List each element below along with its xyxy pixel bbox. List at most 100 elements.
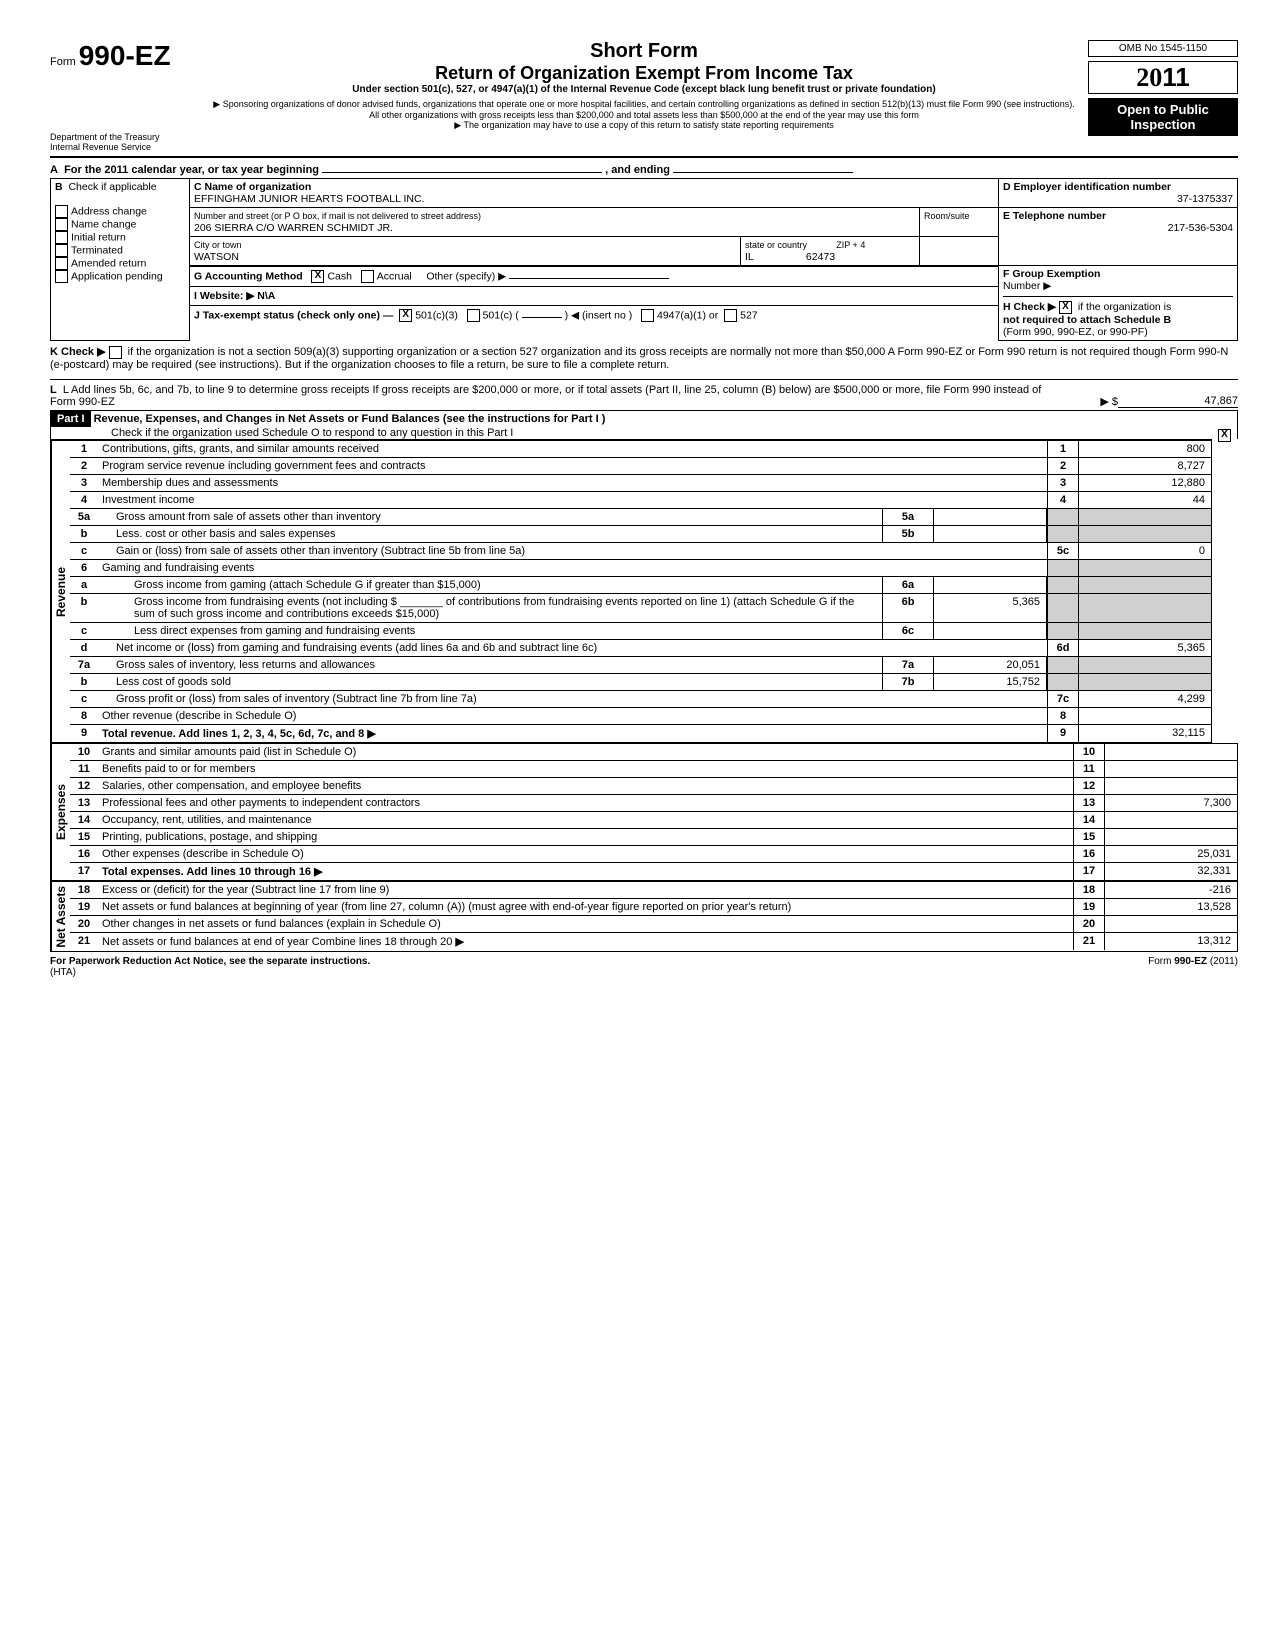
check-cash[interactable]: X [311, 270, 324, 283]
line-label-11: Benefits paid to or for members [98, 761, 1073, 777]
line-num-5a: 5a [70, 509, 98, 525]
line-num-1: 1 [70, 441, 98, 457]
boxnum-shaded-6b [1047, 594, 1078, 622]
line-6c: cLess direct expenses from gaming and fu… [70, 622, 1211, 639]
check-application-pending[interactable] [55, 270, 68, 283]
line-6b: bGross income from fundraising events (n… [70, 593, 1211, 622]
line-label-4: Investment income [98, 492, 1047, 508]
check-terminated[interactable] [55, 244, 68, 257]
subval-6b: 5,365 [934, 594, 1047, 622]
line-num-6b: b [70, 594, 98, 622]
line-10: 10Grants and similar amounts paid (list … [70, 744, 1237, 760]
line-label-6c: Less direct expenses from gaming and fun… [98, 623, 882, 639]
val-12 [1104, 778, 1237, 794]
line-7b: bLess cost of goods sold7b15,752 [70, 673, 1211, 690]
val-shaded-5a [1078, 509, 1211, 525]
line-num-2: 2 [70, 458, 98, 474]
state-value: IL [745, 251, 753, 263]
line-num-14: 14 [70, 812, 98, 828]
boxnum-8: 8 [1047, 708, 1078, 724]
val-19: 13,528 [1104, 899, 1237, 915]
subbox-7a: 7a [882, 657, 934, 673]
boxnum-10: 10 [1073, 744, 1104, 760]
form-header: Form 990-EZ Department of the Treasury I… [50, 40, 1238, 152]
check-501c[interactable] [467, 309, 480, 322]
check-K[interactable] [109, 346, 122, 359]
boxnum-4: 4 [1047, 492, 1078, 508]
val-14 [1104, 812, 1237, 828]
boxnum-14: 14 [1073, 812, 1104, 828]
line-label-13: Professional fees and other payments to … [98, 795, 1073, 811]
line-A: A For the 2011 calendar year, or tax yea… [50, 162, 1238, 178]
netassets-block: Net Assets 18Excess or (deficit) for the… [50, 881, 1238, 953]
boxnum-15: 15 [1073, 829, 1104, 845]
val-2: 8,727 [1078, 458, 1211, 474]
line-num-9: 9 [70, 725, 98, 742]
val-20 [1104, 916, 1237, 932]
boxnum-2: 2 [1047, 458, 1078, 474]
line-label-7b: Less cost of goods sold [98, 674, 882, 690]
line-label-9: Total revenue. Add lines 1, 2, 3, 4, 5c,… [98, 725, 1047, 742]
phone-value: 217-536-5304 [1003, 222, 1233, 234]
check-527[interactable] [724, 309, 737, 322]
line-num-7a: 7a [70, 657, 98, 673]
line-label-17: Total expenses. Add lines 10 through 16 … [98, 863, 1073, 880]
line-label-6d: Net income or (loss) from gaming and fun… [98, 640, 1047, 656]
subbox-6a: 6a [882, 577, 934, 593]
boxnum-18: 18 [1073, 882, 1104, 898]
subtitle: Under section 501(c), 527, or 4947(a)(1)… [210, 84, 1078, 95]
boxnum-11: 11 [1073, 761, 1104, 777]
street-label: Number and street (or P O box, if mail i… [194, 211, 481, 221]
line-label-15: Printing, publications, postage, and shi… [98, 829, 1073, 845]
boxnum-16: 16 [1073, 846, 1104, 862]
check-H[interactable]: X [1059, 301, 1072, 314]
check-name-change[interactable] [55, 218, 68, 231]
line-label-7a: Gross sales of inventory, less returns a… [98, 657, 882, 673]
line-6d: dNet income or (loss) from gaming and fu… [70, 639, 1211, 656]
subbox-6b: 6b [882, 594, 934, 622]
check-amended-return[interactable] [55, 257, 68, 270]
subbox-7b: 7b [882, 674, 934, 690]
check-501c3[interactable]: X [399, 309, 412, 322]
check-initial-return[interactable] [55, 231, 68, 244]
boxnum-shaded-7a [1047, 657, 1078, 673]
line-21: 21Net assets or fund balances at end of … [70, 932, 1237, 950]
line-13: 13Professional fees and other payments t… [70, 794, 1237, 811]
subbox-5a: 5a [882, 509, 934, 525]
check-4947[interactable] [641, 309, 654, 322]
line-num-8: 8 [70, 708, 98, 724]
line-14: 14Occupancy, rent, utilities, and mainte… [70, 811, 1237, 828]
label-H3: (Form 990, 990-EZ, or 990-PF) [1003, 326, 1148, 338]
expenses-block: Expenses 10Grants and similar amounts pa… [50, 743, 1238, 881]
check-accrual[interactable] [361, 270, 374, 283]
title-block: Short Form Return of Organization Exempt… [210, 40, 1078, 131]
line-num-6d: d [70, 640, 98, 656]
line-label-6: Gaming and fundraising events [98, 560, 1047, 576]
line-label-2: Program service revenue including govern… [98, 458, 1047, 474]
paperwork-notice: For Paperwork Reduction Act Notice, see … [50, 956, 370, 967]
check-address-change[interactable] [55, 205, 68, 218]
line-num-18: 18 [70, 882, 98, 898]
line-label-21: Net assets or fund balances at end of ye… [98, 933, 1073, 950]
dept-treasury: Department of the Treasury [50, 132, 200, 142]
omb-number: OMB No 1545-1150 [1088, 40, 1238, 57]
line-17: 17Total expenses. Add lines 10 through 1… [70, 862, 1237, 880]
org-name: EFFINGHAM JUNIOR HEARTS FOOTBALL INC. [194, 193, 424, 205]
line-label-8: Other revenue (describe in Schedule O) [98, 708, 1047, 724]
line-2: 2Program service revenue including gover… [70, 457, 1211, 474]
line-label-16: Other expenses (describe in Schedule O) [98, 846, 1073, 862]
copy-note: ▶ The organization may have to use a cop… [210, 120, 1078, 131]
check-schedule-o[interactable]: X [1218, 429, 1231, 442]
line-num-13: 13 [70, 795, 98, 811]
line-num-16: 16 [70, 846, 98, 862]
label-F: F Group Exemption [1003, 268, 1100, 280]
boxnum-1: 1 [1047, 441, 1078, 457]
room-label: Room/suite [924, 211, 970, 221]
vlabel-netassets: Net Assets [51, 882, 70, 952]
boxnum-3: 3 [1047, 475, 1078, 491]
subbox-5b: 5b [882, 526, 934, 542]
line-label-3: Membership dues and assessments [98, 475, 1047, 491]
street-value: 206 SIERRA C/O WARREN SCHMIDT JR. [194, 222, 393, 234]
line-num-19: 19 [70, 899, 98, 915]
val-shaded-7b [1078, 674, 1211, 690]
